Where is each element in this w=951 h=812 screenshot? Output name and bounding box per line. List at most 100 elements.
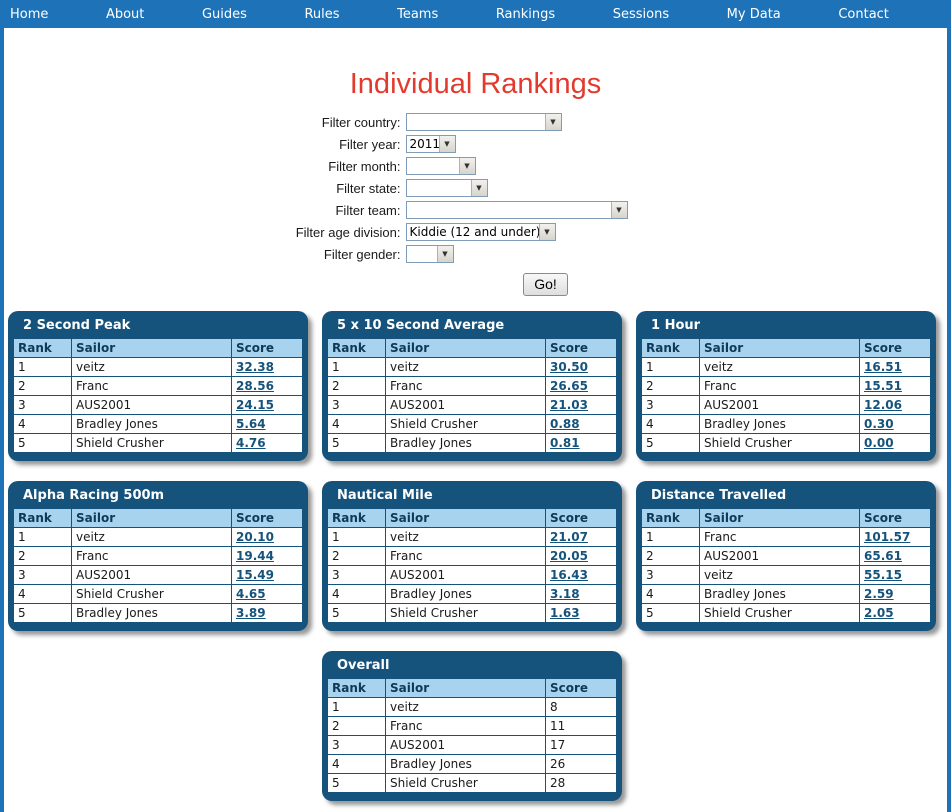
- chevron-down-icon: ▼: [470, 180, 487, 197]
- score-link[interactable]: 28.56: [236, 379, 274, 394]
- filter-state-select[interactable]: ▼: [405, 179, 488, 198]
- table-row: 2 Franc 20.05: [327, 546, 617, 567]
- table-row: 2 Franc 26.65: [327, 376, 617, 397]
- score-link[interactable]: 16.51: [864, 360, 902, 375]
- table-row: 2 AUS2001 65.61: [641, 546, 931, 567]
- score-link[interactable]: 1.63: [550, 606, 580, 621]
- sailor-cell: Shield Crusher: [699, 433, 860, 454]
- score-cell: 16.51: [859, 357, 931, 378]
- score-cell: 26: [545, 754, 617, 775]
- rank-cell: 5: [641, 433, 700, 454]
- score-link[interactable]: 2.05: [864, 606, 894, 621]
- ranking-table: Rank Sailor Score 1 veitz 20.10 2 Franc 19.44 3 A…: [13, 508, 303, 624]
- nav-item-guides[interactable]: Guides: [201, 6, 247, 22]
- sailor-cell: veitz: [385, 527, 546, 548]
- nav-item-home[interactable]: Home: [10, 6, 49, 22]
- ranking-table: Rank Sailor Score 1 veitz 21.07 2 Franc 20.05 3 A…: [327, 508, 617, 624]
- score-link[interactable]: 65.61: [864, 549, 902, 564]
- nav-item-my-data[interactable]: My Data: [726, 6, 781, 22]
- filter-age-select[interactable]: Kiddie (12 and under) ▼: [405, 223, 556, 242]
- filter-row: Filter state: ▼: [126, 179, 826, 198]
- score-link[interactable]: 24.15: [236, 398, 274, 413]
- score-link[interactable]: 101.57: [864, 530, 911, 545]
- sailor-cell: Franc: [385, 716, 546, 737]
- score-cell: 65.61: [859, 546, 931, 567]
- sailor-cell: AUS2001: [385, 395, 546, 416]
- nav-item-rules[interactable]: Rules: [304, 6, 340, 22]
- rank-cell: 5: [641, 603, 700, 624]
- score-cell: 19.44: [231, 546, 303, 567]
- sailor-cell: Bradley Jones: [385, 584, 546, 605]
- score-link[interactable]: 15.49: [236, 568, 274, 583]
- score-link[interactable]: 15.51: [864, 379, 902, 394]
- selected-value: 2011: [409, 137, 439, 152]
- column-header-rank: Rank: [641, 338, 700, 359]
- score-link[interactable]: 0.30: [864, 417, 894, 432]
- score-link[interactable]: 55.15: [864, 568, 902, 583]
- score-link[interactable]: 19.44: [236, 549, 274, 564]
- score-cell: 0.81: [545, 433, 617, 454]
- rank-cell: 5: [13, 603, 72, 624]
- score-link[interactable]: 20.10: [236, 530, 274, 545]
- selected-value: [407, 202, 611, 218]
- panel-title: Alpha Racing 500m: [23, 488, 165, 504]
- score-link[interactable]: 26.65: [550, 379, 588, 394]
- score-link[interactable]: 12.06: [864, 398, 902, 413]
- rank-cell: 1: [641, 527, 700, 548]
- filter-team-select[interactable]: ▼: [405, 201, 628, 220]
- score-cell: 16.43: [545, 565, 617, 586]
- sailor-cell: Bradley Jones: [71, 603, 232, 624]
- column-header-rank: Rank: [327, 508, 386, 529]
- selected-value: [407, 180, 471, 196]
- score-cell: 32.38: [231, 357, 303, 378]
- score-link[interactable]: 20.05: [550, 549, 588, 564]
- score-cell: 0.30: [859, 414, 931, 435]
- filter-gender-select[interactable]: ▼: [405, 245, 454, 264]
- sailor-cell: Shield Crusher: [71, 584, 232, 605]
- score-cell: 101.57: [859, 527, 931, 548]
- table-row: 3 AUS2001 21.03: [327, 395, 617, 416]
- panel-title: Nautical Mile: [337, 488, 433, 504]
- score-cell: 15.51: [859, 376, 931, 397]
- go-button[interactable]: Go!: [523, 273, 568, 297]
- score-link[interactable]: 3.18: [550, 587, 580, 602]
- score-link[interactable]: 21.07: [550, 530, 588, 545]
- score-link[interactable]: 0.00: [864, 436, 894, 451]
- score-link[interactable]: 21.03: [550, 398, 588, 413]
- sailor-cell: Bradley Jones: [385, 754, 546, 775]
- sailor-cell: veitz: [71, 357, 232, 378]
- table-row: 1 veitz 21.07: [327, 527, 617, 548]
- score-link[interactable]: 30.50: [550, 360, 588, 375]
- sailor-cell: AUS2001: [71, 395, 232, 416]
- table-row: 5 Bradley Jones 0.81: [327, 433, 617, 454]
- score-link[interactable]: 4.65: [236, 587, 266, 602]
- column-header-sailor: Sailor: [699, 338, 860, 359]
- filter-year-select[interactable]: 2011 ▼: [405, 135, 456, 154]
- score-link[interactable]: 32.38: [236, 360, 274, 375]
- score-link[interactable]: 0.81: [550, 436, 580, 451]
- score-link[interactable]: 4.76: [236, 436, 266, 451]
- nav-item-teams[interactable]: Teams: [397, 6, 439, 22]
- column-header-sailor: Sailor: [699, 508, 860, 529]
- filter-age-label: Filter age division:: [295, 224, 401, 240]
- score-link[interactable]: 2.59: [864, 587, 894, 602]
- score-link[interactable]: 3.89: [236, 606, 266, 621]
- table-row: 1 Franc 101.57: [641, 527, 931, 548]
- sailor-cell: Bradley Jones: [385, 433, 546, 454]
- nav-item-sessions[interactable]: Sessions: [612, 6, 670, 22]
- sailor-cell: Bradley Jones: [699, 584, 860, 605]
- column-header-score: Score: [859, 338, 931, 359]
- filter-month-select[interactable]: ▼: [405, 157, 476, 176]
- nav-item-about[interactable]: About: [105, 6, 145, 22]
- selected-value: Kiddie (12 and under): [409, 225, 539, 240]
- filter-country-select[interactable]: ▼: [405, 113, 562, 132]
- score-link[interactable]: 5.64: [236, 417, 266, 432]
- score-cell: 0.88: [545, 414, 617, 435]
- score-link[interactable]: 16.43: [550, 568, 588, 583]
- nav-item-rankings[interactable]: Rankings: [495, 6, 556, 22]
- nav-item-contact[interactable]: Contact: [838, 6, 889, 22]
- table-row: 2 Franc 11: [327, 716, 617, 737]
- score-link[interactable]: 0.88: [550, 417, 580, 432]
- column-header-rank: Rank: [13, 508, 72, 529]
- table-row: 1 veitz 8: [327, 697, 617, 718]
